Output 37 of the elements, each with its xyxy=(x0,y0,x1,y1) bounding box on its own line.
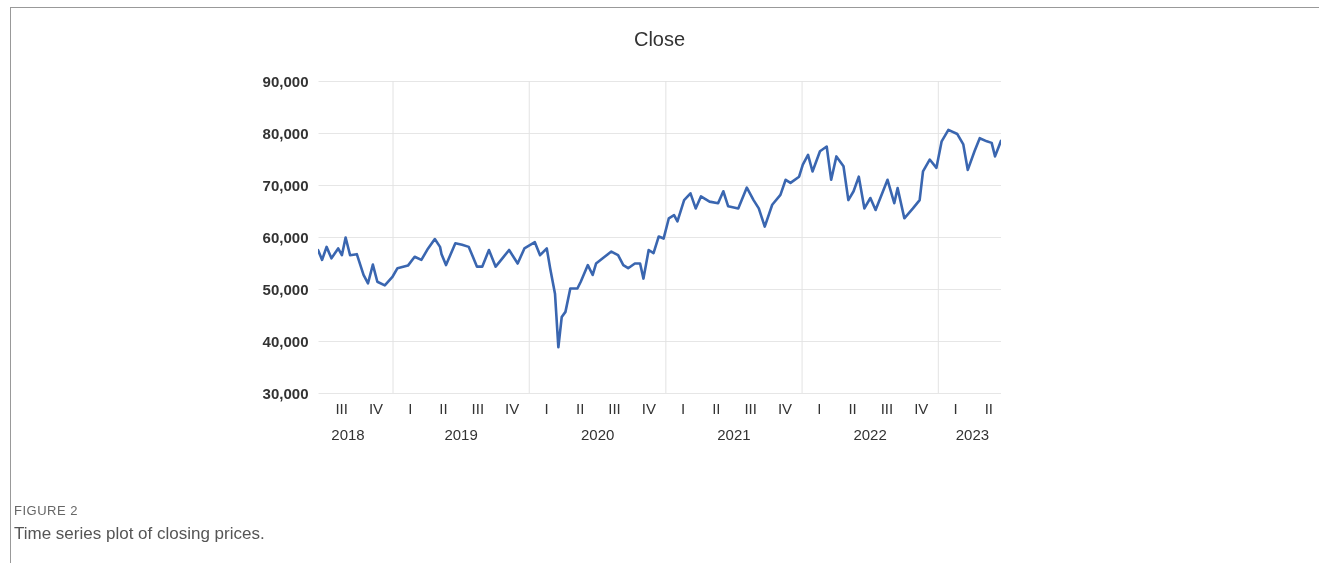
y-tick-label: 90,000 xyxy=(262,72,309,90)
text: III xyxy=(471,399,485,417)
y-tick-label: 80,000 xyxy=(262,124,309,142)
text: IV xyxy=(914,399,929,417)
text: I xyxy=(544,399,549,417)
x-tick-label: 2023 xyxy=(955,425,990,443)
chart-title: Close xyxy=(633,28,686,50)
text: II xyxy=(712,399,721,417)
text: IV xyxy=(368,399,384,417)
text: III xyxy=(608,399,621,417)
text: II xyxy=(984,399,993,417)
text: II xyxy=(439,399,448,417)
line-series xyxy=(318,128,1001,349)
x-tick-label: 2019 xyxy=(444,425,478,443)
text: IV xyxy=(505,399,520,417)
y-tick-label: 40,000 xyxy=(262,332,309,350)
text: IV xyxy=(641,399,656,417)
text: III xyxy=(880,399,894,417)
y-tick-label: 30,000 xyxy=(262,384,309,402)
text: III xyxy=(744,399,757,417)
text: IV xyxy=(777,399,793,417)
text: I xyxy=(681,399,686,417)
text: I xyxy=(953,399,958,417)
text: III xyxy=(335,399,348,417)
text: I xyxy=(817,399,822,417)
x-tick-label: 2021 xyxy=(717,425,751,443)
y-tick-label: 70,000 xyxy=(262,176,309,194)
x-tick-label: 2022 xyxy=(853,425,887,443)
text: I xyxy=(408,399,413,417)
text: Time series plot of closing prices. xyxy=(14,524,265,544)
text: II xyxy=(575,399,585,417)
y-tick-label: 50,000 xyxy=(262,280,309,298)
x-tick-label: 2018 xyxy=(331,425,365,443)
x-tick-label: 2020 xyxy=(580,425,615,443)
caption: FIGURE 2 xyxy=(14,503,78,518)
y-tick-label: 60,000 xyxy=(262,228,309,246)
text: II xyxy=(848,399,857,417)
